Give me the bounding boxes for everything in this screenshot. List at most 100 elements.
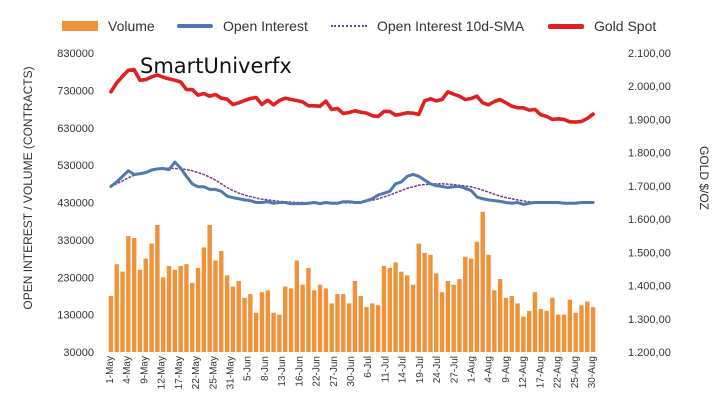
volume-bar: [271, 312, 276, 352]
volume-bar: [497, 279, 503, 352]
volume-bar: [434, 273, 439, 352]
volume-bar: [457, 279, 462, 352]
left-tick-label: 730000: [57, 85, 94, 97]
x-tick-label: 4-Aug: [484, 356, 495, 383]
volume-bar: [160, 277, 166, 352]
x-tick-label: 27-Jul: [449, 356, 460, 383]
volume-bar: [248, 294, 253, 352]
open-interest-line: [109, 160, 595, 206]
watermark-text: SmartUniverfx: [140, 54, 292, 78]
volume-bar: [393, 262, 398, 352]
left-tick-label: 230000: [57, 272, 94, 284]
right-tick-label: 1.800,00: [628, 148, 671, 160]
x-tick-label: 6-Jul: [363, 356, 374, 378]
x-tick-label: 12-May: [157, 356, 168, 389]
legend-swatch-open-interest: [177, 24, 213, 28]
volume-bar: [236, 280, 241, 352]
legend-item-open-interest: Open Interest: [177, 18, 308, 34]
volume-bar: [201, 247, 207, 352]
open-interest-sma-line: [110, 167, 594, 204]
volume-bar: [503, 297, 509, 352]
volume-bar: [538, 309, 544, 352]
legend-label-gold-spot: Gold Spot: [594, 18, 657, 34]
volume-bar: [213, 260, 218, 352]
volume-bar: [149, 243, 154, 352]
x-tick-label: 22-May: [191, 356, 202, 389]
x-tick-label: 13-Jun: [277, 356, 288, 387]
right-tick-label: 1.200,00: [628, 347, 671, 359]
volume-bar: [352, 280, 358, 352]
volume-bar: [184, 264, 189, 352]
left-tick-label: 630000: [57, 123, 94, 135]
volume-bar: [526, 310, 532, 352]
volume-bar: [358, 295, 363, 352]
volume-bar: [195, 267, 201, 352]
volume-bar: [445, 280, 451, 352]
right-tick-label: 1.600,00: [628, 214, 671, 226]
x-tick-label: 17-May: [174, 356, 185, 389]
volume-bar: [155, 224, 160, 352]
volume-bar: [317, 284, 323, 352]
x-tick-label: 17-Aug: [535, 356, 546, 388]
volume-bar: [521, 316, 526, 352]
volume-bar: [178, 266, 183, 352]
x-tick-label: 22-Aug: [553, 356, 564, 388]
volume-bar: [416, 243, 422, 352]
volume-bar: [323, 288, 329, 352]
volume-bar: [341, 294, 346, 352]
left-tick-label: 430000: [57, 198, 94, 210]
x-tick-label: 31-May: [226, 356, 237, 389]
volume-bar: [219, 251, 224, 352]
volume-bar: [422, 252, 427, 352]
volume-bar: [439, 292, 445, 352]
volume-bar: [277, 314, 282, 353]
volume-bar: [120, 271, 125, 352]
volume-bar: [567, 299, 573, 352]
x-tick-label: 30-Aug: [587, 356, 598, 388]
right-axis-title: GOLD $/OZ: [697, 146, 711, 210]
left-tick-label: 330000: [57, 235, 94, 247]
volume-bar: [253, 312, 259, 352]
x-tick-label: 12-Aug: [518, 356, 529, 388]
volume-bar: [532, 292, 538, 352]
volume-bar: [224, 275, 230, 352]
legend-swatch-volume: [62, 21, 98, 31]
volume-bar: [172, 269, 178, 352]
volume-bar: [329, 303, 334, 352]
volume-bar: [404, 275, 410, 352]
x-tick-label: 22-Jun: [312, 356, 323, 387]
volume-bar: [387, 267, 392, 352]
volume-bar: [108, 295, 114, 352]
volume-bar: [306, 267, 311, 352]
volume-bar: [288, 288, 294, 352]
legend-item-gold-spot: Gold Spot: [548, 18, 656, 34]
volume-bar: [300, 284, 305, 352]
volume-bar: [492, 290, 497, 352]
volume-bar: [399, 271, 404, 352]
volume-bar: [486, 254, 491, 352]
left-tick-label: 30000: [63, 347, 94, 359]
volume-bar: [451, 284, 456, 352]
x-tick-label: 1-May: [105, 356, 116, 384]
x-tick-label: 16-Jun: [294, 356, 305, 387]
x-tick-label: 19-Jul: [415, 356, 426, 383]
volume-bar: [335, 294, 340, 352]
legend-swatch-gold-spot: [548, 23, 584, 29]
gold-spot-line: [109, 67, 595, 124]
volume-bar: [585, 301, 590, 352]
x-tick-label: 4-May: [122, 356, 133, 384]
volume-bar: [550, 297, 555, 352]
volume-bar: [468, 258, 474, 352]
legend-label-oi-sma: Open Interest 10d-SMA: [377, 18, 525, 34]
volume-bar: [114, 264, 119, 352]
left-tick-label: 530000: [57, 160, 94, 172]
x-tick-label: 30-Jun: [346, 356, 357, 387]
volume-bar: [294, 260, 300, 352]
legend-label-open-interest: Open Interest: [223, 18, 308, 34]
volume-bar: [480, 211, 485, 352]
volume-bar: [381, 266, 387, 352]
left-tick-label: 130000: [57, 310, 94, 322]
volume-bar: [428, 254, 433, 352]
right-tick-label: 2.100,00: [628, 48, 671, 60]
